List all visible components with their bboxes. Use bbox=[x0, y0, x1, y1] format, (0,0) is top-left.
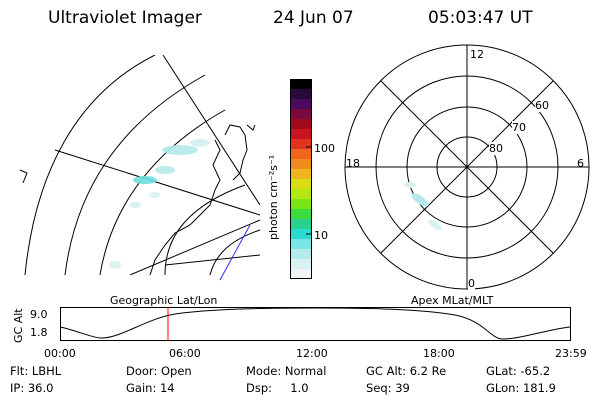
colorbar-segment bbox=[290, 129, 312, 140]
instrument-title: Ultraviolet Imager bbox=[48, 8, 202, 28]
colorbar-segment bbox=[290, 139, 312, 150]
mode-value: Mode: Normal bbox=[246, 364, 327, 378]
colorbar-border bbox=[290, 79, 312, 279]
alt-tick-0: 00:00 bbox=[44, 347, 76, 360]
colorbar-segment bbox=[290, 179, 312, 190]
colorbar-segment bbox=[290, 219, 312, 230]
door-status: Door: Open bbox=[126, 364, 192, 378]
gain-value: Gain: 14 bbox=[126, 381, 175, 395]
polar-label-60: 60 bbox=[535, 99, 549, 112]
colorbar-tick-100: 100 bbox=[314, 142, 335, 155]
flt-filter: Flt: LBHL bbox=[10, 364, 62, 378]
coastline bbox=[224, 124, 248, 181]
satellite-track bbox=[219, 224, 251, 281]
latitude-arc bbox=[164, 184, 246, 275]
polar-label-12: 12 bbox=[470, 48, 484, 61]
alt-tick-1: 06:00 bbox=[169, 347, 201, 360]
colorbar-segment bbox=[290, 189, 312, 200]
auroral-oval-emission bbox=[404, 182, 442, 231]
polar-label-70: 70 bbox=[512, 121, 526, 134]
colorbar-segment bbox=[290, 79, 312, 90]
latitude-arc bbox=[64, 74, 206, 275]
dsp-value: Dsp: 1.0 bbox=[246, 381, 309, 395]
polar-plot bbox=[344, 44, 590, 290]
colorbar-segment bbox=[290, 239, 312, 250]
alt-tick-4: 23:59 bbox=[555, 347, 587, 360]
map-caption: Geographic Lat/Lon bbox=[110, 294, 218, 307]
altitude-curve bbox=[59, 307, 571, 340]
observation-time: 05:03:47 UT bbox=[428, 8, 533, 28]
alt-tick-3: 18:00 bbox=[423, 347, 455, 360]
latitude-arc bbox=[24, 55, 156, 275]
gc-altitude: GC Alt: 6.2 Re bbox=[366, 364, 447, 378]
coastline bbox=[19, 169, 28, 184]
colorbar-segment bbox=[290, 99, 312, 110]
geographic-map bbox=[19, 55, 261, 281]
alt-tick-2: 12:00 bbox=[296, 347, 328, 360]
alt-y-top: 9.0 bbox=[30, 308, 48, 321]
colorbar-segment bbox=[290, 89, 312, 100]
alt-y-bottom: 1.8 bbox=[30, 326, 48, 339]
colorbar-segment bbox=[290, 229, 312, 240]
meridian-line bbox=[162, 55, 261, 206]
alt-axis-label: GC Alt bbox=[12, 308, 25, 343]
colorbar bbox=[290, 79, 312, 280]
colorbar-segment bbox=[290, 169, 312, 180]
colorbar-segment bbox=[290, 249, 312, 260]
polar-caption: Apex MLat/MLT bbox=[411, 294, 494, 307]
latitude-arc bbox=[99, 109, 226, 275]
polar-label-6: 6 bbox=[577, 157, 584, 170]
colorbar-segment bbox=[290, 269, 312, 280]
observation-date: 24 Jun 07 bbox=[273, 8, 354, 28]
colorbar-segment bbox=[290, 149, 312, 160]
auroral-emission bbox=[109, 139, 210, 269]
meridian-line bbox=[54, 149, 261, 216]
polar-label-0: 0 bbox=[468, 277, 475, 290]
meridian-line bbox=[129, 219, 261, 275]
polar-label-80: 80 bbox=[489, 142, 503, 155]
geo-latitude: GLat: -65.2 bbox=[486, 364, 551, 378]
ip-value: IP: 36.0 bbox=[10, 381, 54, 395]
colorbar-segment bbox=[290, 209, 312, 220]
colorbar-tick-10: 10 bbox=[314, 229, 328, 242]
coastline bbox=[149, 139, 221, 275]
colorbar-segment bbox=[290, 259, 312, 270]
sequence-number: Seq: 39 bbox=[366, 381, 410, 395]
altitude-strip bbox=[59, 307, 571, 341]
colorbar-segment bbox=[290, 199, 312, 210]
latitude-arc bbox=[209, 229, 261, 275]
coastline bbox=[246, 124, 256, 131]
colorbar-segment bbox=[290, 159, 312, 170]
meridian-line bbox=[164, 254, 261, 266]
geo-longitude: GLon: 181.9 bbox=[486, 381, 556, 395]
polar-label-18: 18 bbox=[346, 157, 360, 170]
colorbar-segment bbox=[290, 119, 312, 130]
colorbar-segment bbox=[290, 109, 312, 120]
colorbar-unit-label: photon cm⁻²s⁻¹ bbox=[267, 154, 280, 240]
